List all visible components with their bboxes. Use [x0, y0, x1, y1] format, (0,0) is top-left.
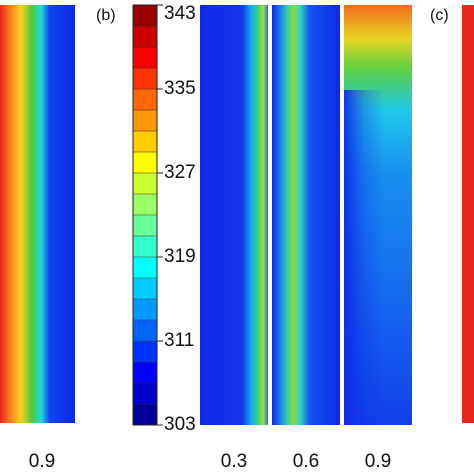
colorbar-band	[133, 362, 157, 384]
colorbar-band	[133, 152, 157, 174]
colorbar-band	[133, 194, 157, 216]
panel-label: (c)	[430, 7, 449, 24]
colorbar-band	[133, 131, 157, 153]
colorbar-tick-label: 343	[164, 3, 196, 24]
colorbar-band	[133, 89, 157, 111]
colorbar-band	[133, 236, 157, 258]
column-label: 0.6	[293, 451, 319, 472]
colorbar-band	[133, 278, 157, 300]
panel-label: (b)	[96, 7, 116, 24]
column-label: 0.3	[221, 451, 247, 472]
colorbar-band	[133, 68, 157, 90]
column-label: 0.9	[29, 451, 55, 472]
colorbar-band	[133, 341, 157, 363]
colorbar-frame	[132, 4, 158, 426]
colorbar-tick-label: 335	[164, 78, 196, 99]
colorbar-band	[133, 47, 157, 69]
colorbar-band	[133, 383, 157, 405]
colorbar-band	[133, 404, 157, 426]
colorbar-tick-label: 311	[164, 330, 194, 351]
colorbar-band	[133, 173, 157, 195]
colorbar-band	[133, 5, 157, 27]
colorbar-band	[133, 215, 157, 237]
contour-shade	[344, 90, 384, 425]
colorbar-band	[133, 26, 157, 48]
colorbar-band	[133, 299, 157, 321]
colorbar-tick-label: 319	[164, 246, 196, 267]
colorbar-band	[133, 110, 157, 132]
colorbar-tick-label: 303	[164, 414, 196, 435]
contour-panel	[200, 5, 268, 425]
colorbar-tick-label: 327	[164, 162, 196, 183]
contour-panel	[462, 5, 474, 423]
colorbar	[133, 5, 157, 426]
column-label: 0.9	[365, 451, 391, 472]
contour-panel	[272, 5, 340, 425]
colorbar-band	[133, 320, 157, 342]
contour-panel	[0, 5, 75, 423]
colorbar-band	[133, 257, 157, 279]
